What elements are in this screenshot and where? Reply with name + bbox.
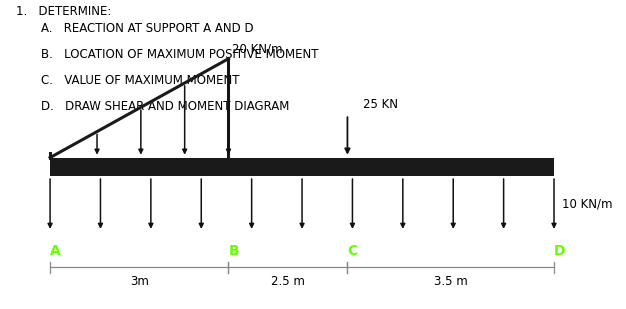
Text: 3m: 3m (130, 275, 149, 288)
Text: D.   DRAW SHEAR AND MOMENT DIAGRAM: D. DRAW SHEAR AND MOMENT DIAGRAM (41, 100, 289, 113)
Text: 2.5 m: 2.5 m (271, 275, 305, 288)
Text: B: B (228, 244, 239, 258)
Text: 25 KN: 25 KN (363, 98, 398, 111)
Text: 10 KN/m: 10 KN/m (562, 197, 612, 210)
Text: 1.   DETERMINE:: 1. DETERMINE: (16, 5, 111, 18)
Text: 20 KN/m: 20 KN/m (232, 43, 282, 56)
Text: C: C (347, 244, 357, 258)
Text: A: A (50, 244, 61, 258)
Text: D: D (554, 244, 565, 258)
Bar (50, 158, 554, 176)
Text: 3.5 m: 3.5 m (434, 275, 468, 288)
Text: C.   VALUE OF MAXIMUM MOMENT: C. VALUE OF MAXIMUM MOMENT (41, 74, 239, 87)
Text: B.   LOCATION OF MAXIMUM POSITIVE MOMENT: B. LOCATION OF MAXIMUM POSITIVE MOMENT (41, 48, 318, 61)
Text: A.   REACTION AT SUPPORT A AND D: A. REACTION AT SUPPORT A AND D (41, 22, 254, 35)
